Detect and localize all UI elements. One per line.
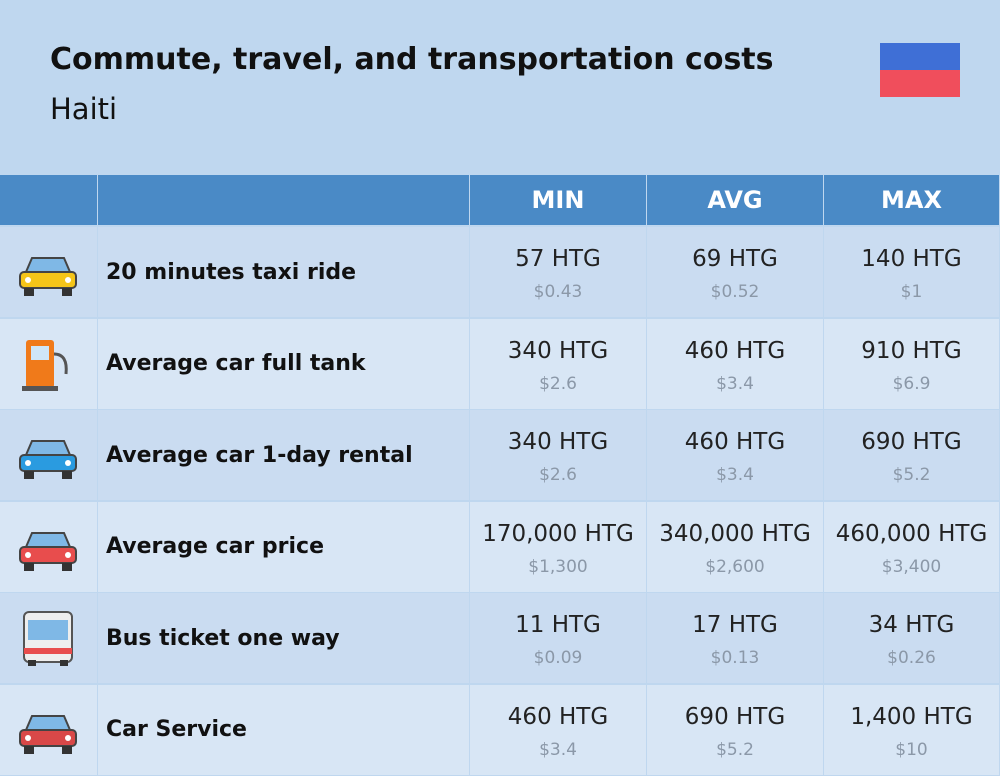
subtitle: Haiti (50, 92, 118, 126)
column-header: MAX (824, 175, 999, 225)
sub-value: $2.6 (539, 373, 577, 394)
main-value: 690 HTG (684, 703, 786, 730)
value-cell (647, 410, 823, 500)
main-value: 140 HTG (861, 246, 962, 272)
row-icon (19, 714, 77, 754)
main-value: 460 HTG (507, 703, 609, 730)
row-label: 20 minutes taxi ride (98, 227, 469, 317)
main-value: 340,000 HTG (659, 520, 811, 547)
main-value: 460 HTG (684, 337, 786, 364)
sub-value: $1 (900, 282, 923, 302)
row-label: Average car 1-day rental (98, 410, 469, 500)
title: Commute, travel, and transportation cost… (50, 42, 774, 77)
sub-value: $10 (895, 739, 928, 760)
sub-value: $0.26 (887, 648, 936, 668)
header-cell (0, 175, 97, 225)
row-label: Bus ticket one way (98, 593, 469, 683)
main-value: 17 HTG (692, 612, 778, 638)
main-value: 1,400 HTG (850, 703, 973, 730)
value-cell (470, 684, 646, 775)
flag (880, 43, 960, 97)
row-label: Average car full tank (98, 318, 469, 409)
main-value: 340 HTG (507, 429, 609, 455)
value-cell (470, 318, 646, 409)
sub-value: $0.52 (710, 282, 760, 302)
main-value: 69 HTG (692, 246, 778, 272)
sub-value: $2.6 (539, 465, 577, 485)
value-cell (647, 684, 823, 775)
value-cell (647, 501, 823, 592)
value-cell (824, 501, 999, 592)
value-cell (824, 227, 999, 317)
row-icon (22, 339, 68, 391)
main-value: 34 HTG (868, 612, 955, 638)
value-cell (824, 410, 999, 500)
sub-value: $0.09 (533, 648, 583, 668)
sub-value: $0.43 (533, 282, 583, 302)
sub-value: $6.9 (892, 373, 931, 394)
main-value: 460 HTG (684, 429, 786, 455)
row-icon (19, 257, 77, 296)
main-value: 910 HTG (861, 337, 962, 364)
value-cell (470, 227, 646, 317)
main-value: 11 HTG (515, 612, 601, 638)
sub-value: $5.2 (892, 465, 931, 485)
value-cell (470, 501, 646, 592)
main-value: 460,000 HTG (835, 520, 988, 547)
value-cell (824, 684, 999, 775)
sub-value: $3.4 (716, 373, 754, 394)
sub-value: $1,300 (528, 556, 588, 577)
value-cell (470, 410, 646, 500)
row-icon (19, 440, 77, 479)
column-header: MIN (470, 175, 646, 225)
value-cell (647, 318, 823, 409)
row-icon (19, 531, 77, 571)
sub-value: $3.4 (716, 465, 754, 485)
value-cell (470, 593, 646, 683)
value-cell (647, 593, 823, 683)
sub-value: $0.13 (710, 648, 760, 668)
sub-value: $3,400 (881, 556, 942, 577)
row-label: Average car price (98, 501, 469, 592)
value-cell (647, 227, 823, 317)
column-header: AVG (647, 175, 823, 225)
row-icon (23, 611, 73, 666)
header-cell (98, 175, 469, 225)
sub-value: $5.2 (716, 739, 754, 760)
row-label: Car Service (98, 684, 469, 775)
sub-value: $3.4 (539, 739, 577, 760)
main-value: 57 HTG (515, 246, 601, 272)
sub-value: $2,600 (705, 556, 765, 577)
main-value: 690 HTG (861, 429, 962, 455)
value-cell (824, 593, 999, 683)
value-cell (824, 318, 999, 409)
main-value: 340 HTG (507, 337, 609, 364)
main-value: 170,000 HTG (482, 520, 634, 547)
